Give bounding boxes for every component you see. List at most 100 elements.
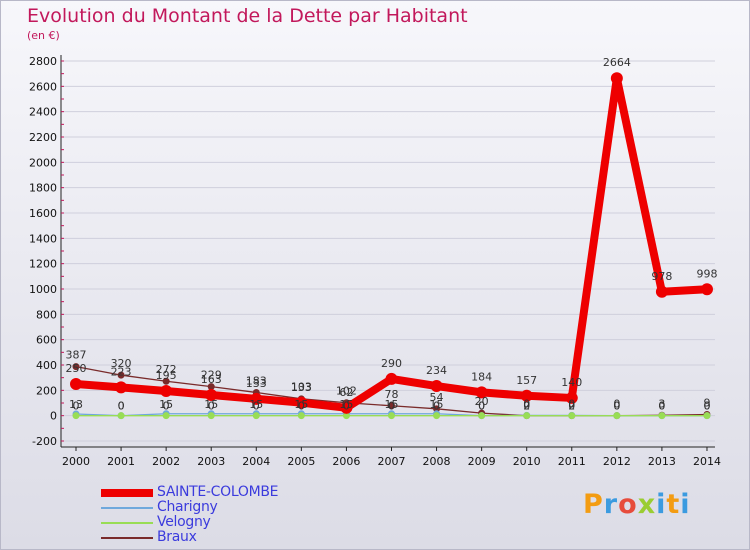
y-tick-label: 200 — [36, 384, 57, 397]
data-label: 0 — [658, 400, 665, 413]
data-point — [655, 285, 668, 298]
data-label: 0 — [388, 400, 395, 413]
x-tick-label: 2013 — [648, 455, 676, 468]
y-tick-label: -200 — [32, 435, 57, 448]
data-point — [117, 371, 125, 379]
data-point — [250, 392, 263, 405]
data-point — [658, 412, 666, 420]
data-label: 163 — [201, 373, 222, 386]
data-label: 0 — [253, 400, 260, 413]
data-label: 387 — [66, 349, 87, 362]
data-label: 2664 — [603, 56, 631, 69]
data-label: 0 — [118, 400, 125, 413]
x-tick-label: 2004 — [242, 455, 270, 468]
data-label: 15 — [339, 398, 353, 411]
data-label: 184 — [471, 370, 492, 383]
data-label: 0 — [298, 400, 305, 413]
data-point — [162, 412, 170, 420]
data-point — [613, 412, 621, 420]
x-tick-label: 2007 — [377, 455, 405, 468]
y-tick-label: 800 — [36, 308, 57, 321]
data-label: 157 — [516, 374, 537, 387]
data-label: 2 — [523, 399, 530, 412]
data-label: 223 — [111, 365, 132, 378]
x-tick-label: 2000 — [62, 455, 90, 468]
data-label: 9 — [703, 397, 710, 410]
legend-label: SAINTE-COLOMBE — [157, 484, 279, 500]
x-tick-label: 2003 — [197, 455, 225, 468]
legend-swatch — [101, 489, 153, 497]
data-label: 15 — [159, 398, 173, 411]
x-tick-label: 2001 — [107, 455, 135, 468]
y-tick-label: 2800 — [29, 55, 57, 68]
data-label: 0 — [568, 398, 575, 411]
data-point — [523, 412, 531, 420]
data-label: 0 — [163, 400, 170, 413]
x-tick-label: 2012 — [603, 455, 631, 468]
y-tick-label: 0 — [50, 410, 57, 423]
data-label: 0 — [703, 400, 710, 413]
data-point — [72, 363, 80, 371]
logo-letter: o — [618, 489, 638, 520]
data-label: 0 — [73, 400, 80, 413]
y-tick-label: 1200 — [29, 258, 57, 271]
data-point — [297, 412, 305, 420]
data-point — [252, 412, 260, 420]
data-point — [387, 402, 395, 410]
data-point — [72, 412, 80, 420]
data-point — [700, 283, 713, 296]
legend-label: Velogny — [157, 514, 211, 530]
x-tick-label: 2011 — [558, 455, 586, 468]
logo-letter: t — [666, 489, 681, 520]
data-label: 62 — [339, 386, 353, 399]
data-label: 0 — [478, 400, 485, 413]
legend-swatch — [101, 537, 153, 539]
y-tick-label: 400 — [36, 359, 57, 372]
data-label: 0 — [523, 398, 530, 411]
data-label: 2 — [568, 399, 575, 412]
y-tick-label: 2200 — [29, 131, 57, 144]
data-label: 0 — [208, 400, 215, 413]
data-label: 15 — [204, 398, 218, 411]
data-label: 195 — [156, 369, 177, 382]
data-label: 998 — [696, 267, 717, 280]
y-tick-label: 600 — [36, 334, 57, 347]
data-label: 0 — [343, 400, 350, 413]
data-label: 0 — [613, 400, 620, 413]
logo-letter: P — [583, 489, 604, 520]
y-tick-label: 2000 — [29, 156, 57, 169]
data-point — [340, 401, 353, 414]
data-label: 13 — [69, 398, 83, 411]
data-point — [433, 412, 441, 420]
data-label: 0 — [658, 400, 665, 413]
data-label: 15 — [384, 398, 398, 411]
data-label: 54 — [430, 391, 444, 404]
data-label: 183 — [246, 374, 267, 387]
data-label: 103 — [291, 381, 312, 394]
data-point — [520, 389, 533, 402]
x-tick-label: 2008 — [423, 455, 451, 468]
data-label: 15 — [294, 398, 308, 411]
data-label: 0 — [703, 400, 710, 413]
y-tick-label: 1600 — [29, 207, 57, 220]
data-label: 0 — [613, 400, 620, 413]
data-point — [70, 378, 82, 390]
data-label: 3 — [658, 397, 665, 410]
data-label: 0 — [523, 400, 530, 413]
data-label: 290 — [381, 357, 402, 370]
logo-letter: i — [680, 489, 691, 520]
data-point — [565, 391, 578, 404]
data-point — [385, 372, 398, 385]
logo-letter: r — [603, 489, 619, 520]
logo-letter: x — [637, 489, 657, 520]
data-label: 0 — [478, 400, 485, 413]
data-label: 15 — [430, 398, 444, 411]
x-tick-label: 2006 — [332, 455, 360, 468]
data-label: 133 — [246, 377, 267, 390]
x-tick-label: 2005 — [287, 455, 315, 468]
legend-label: Braux — [157, 529, 197, 545]
x-tick-label: 2009 — [468, 455, 496, 468]
data-point — [115, 381, 128, 394]
